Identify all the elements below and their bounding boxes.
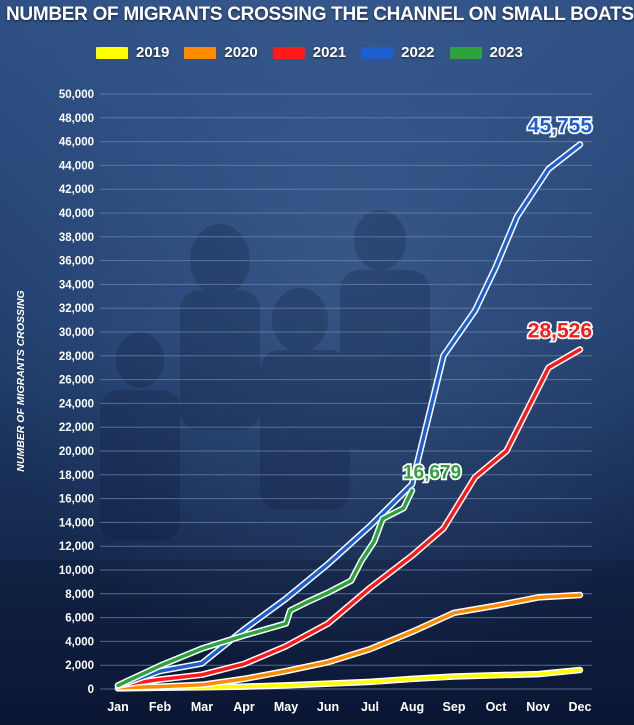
- y-axis-label: NUMBER OF MIGRANTS CROSSING: [15, 290, 27, 471]
- x-tick-label: Mar: [191, 700, 213, 714]
- x-tick-label: Jun: [317, 700, 339, 714]
- legend-label-2022: 2022: [401, 44, 435, 61]
- x-tick-label: Jul: [361, 700, 379, 714]
- legend-swatch-2022: [361, 46, 394, 59]
- y-tick-label: 46,000: [59, 137, 94, 149]
- y-tick-label: 36,000: [59, 256, 94, 268]
- x-tick-label: Feb: [149, 700, 172, 714]
- legend-item-2023: 2023: [449, 44, 523, 61]
- value-label-2022: 45,755: [528, 115, 593, 138]
- legend-swatch-2021: [272, 46, 305, 59]
- value-label-2021: 28,526: [528, 320, 592, 343]
- legend-item-2021: 2021: [272, 44, 347, 61]
- y-tick-label: 14,000: [59, 517, 94, 529]
- x-tick-label: Dec: [569, 700, 592, 714]
- x-tick-label: Oct: [486, 700, 508, 714]
- y-tick-label: 20,000: [59, 446, 94, 458]
- y-tick-label: 10,000: [59, 565, 94, 577]
- x-tick-label: Apr: [233, 700, 255, 714]
- x-tick-label: May: [274, 700, 298, 714]
- y-tick-label: 0: [88, 684, 94, 696]
- legend-item-2020: 2020: [184, 44, 258, 61]
- legend-swatch-2019: [96, 46, 128, 59]
- y-tick-label: 30,000: [59, 327, 94, 339]
- y-tick-label: 26,000: [59, 375, 94, 387]
- y-tick-label: 18,000: [59, 470, 94, 482]
- annotations: 45,755 28,526 16,679: [401, 113, 594, 486]
- legend-label-2021: 2021: [312, 44, 347, 61]
- legend-swatch-2020: [184, 46, 217, 59]
- series-lines: [114, 141, 584, 692]
- y-tick-label: 32,000: [59, 303, 94, 315]
- series-line-2023: [116, 488, 414, 688]
- legend-label-2019: 2019: [136, 44, 170, 61]
- y-tick-label: 12,000: [59, 541, 94, 553]
- y-tick-label: 34,000: [59, 279, 94, 291]
- y-tick-label: 8,000: [65, 589, 94, 601]
- legend: 2019 2020 2021 2022 2023: [96, 44, 538, 61]
- y-tick-label: 4,000: [65, 636, 94, 648]
- y-tick-label: 42,000: [59, 184, 94, 196]
- series-outline-2021: [114, 346, 584, 689]
- chart-title: NUMBER OF MIGRANTS CROSSING THE CHANNEL …: [6, 4, 634, 25]
- series-line-2022: [116, 142, 582, 688]
- y-axis: 0 2,000 4,000 6,000 8,000 10,000 12,000 14,000 1…: [59, 89, 94, 696]
- y-tick-label: 16,000: [59, 494, 94, 506]
- legend-label-2023: 2023: [489, 44, 523, 61]
- y-tick-label: 22,000: [59, 422, 94, 434]
- x-tick-label: Nov: [526, 700, 550, 714]
- y-tick-label: 28,000: [59, 351, 94, 363]
- legend-label-2020: 2020: [224, 44, 258, 61]
- value-label-2023: 16,679: [403, 463, 461, 484]
- legend-item-2022: 2022: [361, 44, 435, 61]
- y-tick-label: 48,000: [59, 113, 94, 125]
- y-tick-label: 2,000: [65, 660, 94, 672]
- y-tick-label: 44,000: [59, 160, 94, 172]
- series-line-2020: [116, 593, 582, 690]
- series-line-2021: [116, 347, 582, 688]
- x-tick-label: Sep: [443, 700, 466, 714]
- legend-swatch-2023: [449, 46, 482, 59]
- y-tick-label: 40,000: [59, 208, 94, 220]
- x-axis: Jan Feb Mar Apr May Jun Jul Aug Sep Oct Nov Dec: [107, 700, 591, 714]
- x-tick-label: Aug: [400, 700, 424, 714]
- y-tick-label: 50,000: [59, 89, 94, 101]
- y-tick-label: 6,000: [65, 613, 94, 625]
- y-tick-label: 38,000: [59, 232, 94, 244]
- x-tick-label: Jan: [107, 700, 129, 714]
- y-tick-label: 24,000: [59, 398, 94, 410]
- legend-item-2019: 2019: [96, 44, 169, 61]
